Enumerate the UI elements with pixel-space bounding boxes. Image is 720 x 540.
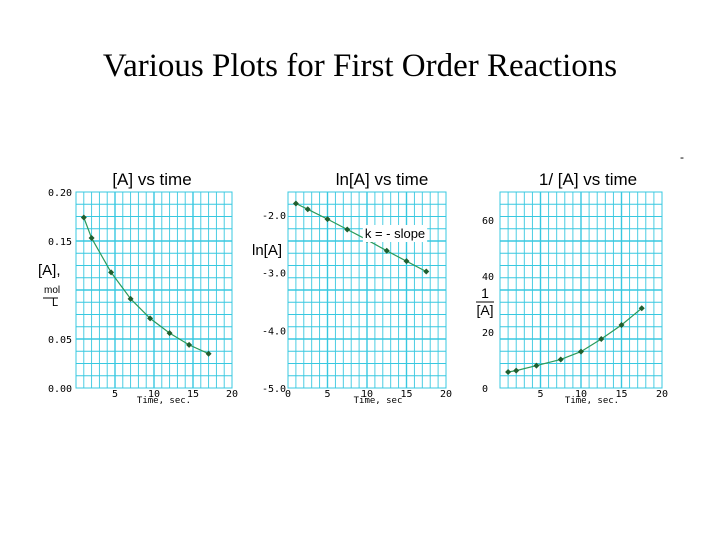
chart3-x-tick-label: 10 bbox=[575, 389, 587, 400]
chart2-data-point bbox=[403, 258, 410, 265]
chart2-x-tick-label: 0 bbox=[285, 389, 291, 400]
chart3-y-tick-label: 60 bbox=[482, 216, 494, 227]
chart1-x-tick-label: 15 bbox=[187, 389, 199, 400]
chart1-y-tick-label: 0.15 bbox=[48, 237, 72, 248]
chart3-data-point bbox=[533, 362, 540, 369]
chart2-x-tick-label: 10 bbox=[361, 389, 373, 400]
chart2-series-line bbox=[295, 202, 427, 273]
chart2-title: ln[A] vs time bbox=[336, 170, 429, 189]
chart2-y-tick-label: -2.0 bbox=[262, 211, 286, 222]
corner-mark: - bbox=[680, 150, 684, 164]
chart1-x-tick-label: 20 bbox=[226, 389, 238, 400]
chart2-data-point bbox=[383, 247, 390, 254]
chart1-data-point bbox=[108, 269, 115, 276]
chart2-y-tick-label: -4.0 bbox=[262, 326, 286, 337]
chart1-y-tick-label: 0.05 bbox=[48, 335, 72, 346]
chart3-data-point bbox=[557, 356, 564, 363]
chart3-data-point bbox=[513, 367, 520, 374]
chart2-data-point bbox=[344, 226, 351, 233]
chart3-ylabel-line: 1 bbox=[481, 285, 489, 301]
chart1-y-tick-label: 0.20 bbox=[48, 188, 72, 199]
chart1-x-tick-label: 10 bbox=[148, 389, 160, 400]
chart3-x-tick-label: 15 bbox=[615, 389, 627, 400]
chart1-data-point bbox=[127, 295, 134, 302]
chart3-data-point bbox=[505, 369, 512, 376]
chart3-y-tick-label: 0 bbox=[482, 384, 488, 395]
chart2-xlabel: Time, sec bbox=[354, 396, 403, 406]
chart2-data-point bbox=[292, 200, 299, 207]
chart3-data-point bbox=[638, 305, 645, 312]
chart1-data-point bbox=[166, 330, 173, 337]
chart1-data-point bbox=[80, 214, 87, 221]
chart1-series-line bbox=[83, 217, 209, 355]
chart3-series-line bbox=[507, 307, 643, 373]
chart3-y-tick-label: 20 bbox=[482, 328, 494, 339]
chart1-data-point bbox=[205, 350, 212, 357]
chart2-annotation: k = - slope bbox=[365, 226, 425, 241]
chart2-x-tick-label: 20 bbox=[440, 389, 452, 400]
slide-title: Various Plots for First Order Reactions bbox=[102, 48, 618, 84]
chart1-ylabel-line: L bbox=[52, 297, 58, 309]
chart2-ylabel-line: ln[A] bbox=[252, 242, 282, 259]
chart2-y-tick-label: -5.0 bbox=[262, 384, 286, 395]
chart3-data-point bbox=[598, 336, 605, 342]
chart3-y-tick-label: 40 bbox=[482, 272, 494, 283]
chart1-y-tick-label: 0.00 bbox=[48, 384, 72, 395]
chart1-ylabel-line: [A], bbox=[38, 262, 61, 279]
chart3-x-tick-label: 5 bbox=[537, 389, 543, 400]
chart1-xlabel: Time, sec. bbox=[137, 396, 191, 406]
chart1-title: [A] vs time bbox=[112, 170, 191, 189]
chart2-data-point bbox=[324, 216, 331, 223]
chart1-data-point bbox=[147, 315, 154, 322]
chart2-y-tick-label: -3.0 bbox=[262, 269, 286, 280]
chart1-data-point bbox=[88, 235, 95, 242]
chart2-x-tick-label: 5 bbox=[324, 389, 330, 400]
chart2-annotation-bg bbox=[362, 225, 428, 242]
chart2-x-tick-label: 15 bbox=[400, 389, 412, 400]
chart3-data-point bbox=[618, 322, 625, 328]
chart3-data-point bbox=[578, 348, 584, 355]
chart2-data-point bbox=[304, 206, 311, 213]
chart3-xlabel: Time, sec. bbox=[565, 396, 619, 406]
chart2-data-point bbox=[423, 268, 430, 275]
chart3-x-tick-label: 20 bbox=[656, 389, 668, 400]
chart1-ylabel-line: mol bbox=[44, 285, 60, 296]
chart1-x-tick-label: 5 bbox=[112, 389, 118, 400]
chart1-data-point bbox=[186, 341, 193, 348]
chart3-ylabel-line: [A] bbox=[476, 302, 493, 318]
chart3-title: 1/ [A] vs time bbox=[539, 170, 637, 189]
